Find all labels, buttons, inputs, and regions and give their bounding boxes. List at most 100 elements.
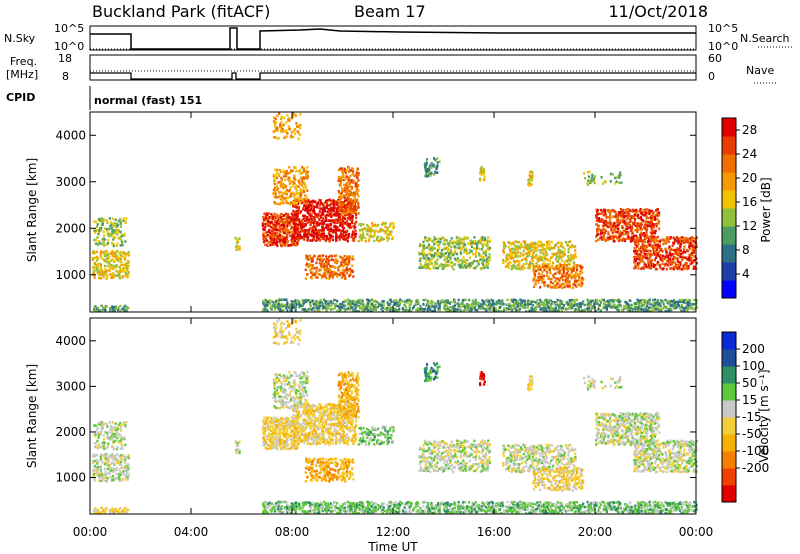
power-cell bbox=[392, 226, 395, 230]
power-cell bbox=[320, 265, 323, 268]
power-cell bbox=[692, 237, 695, 240]
power-cell bbox=[520, 258, 524, 262]
power-cell bbox=[468, 303, 471, 307]
power-cell bbox=[318, 301, 322, 304]
velocity-cell bbox=[95, 432, 98, 436]
power-cell bbox=[297, 169, 300, 173]
power-cell bbox=[655, 267, 658, 271]
power-cell bbox=[619, 211, 622, 214]
power-cell bbox=[647, 266, 650, 269]
power-cell bbox=[285, 305, 289, 308]
power-cell bbox=[675, 239, 678, 243]
power-cell bbox=[100, 226, 103, 230]
power-cell bbox=[301, 171, 304, 175]
power-cell bbox=[339, 201, 342, 204]
power-cell bbox=[293, 174, 296, 177]
power-cell bbox=[112, 267, 115, 271]
velocity-cell bbox=[118, 463, 122, 466]
power-cell bbox=[425, 163, 428, 167]
power-cell bbox=[540, 300, 543, 304]
power-cell bbox=[546, 274, 549, 278]
power-cell bbox=[646, 300, 650, 303]
power-cell bbox=[567, 250, 570, 254]
power-cell bbox=[340, 261, 343, 264]
power-cell bbox=[416, 298, 419, 302]
power-cell bbox=[333, 219, 336, 222]
power-cell bbox=[538, 255, 541, 258]
power-cell bbox=[545, 253, 549, 256]
power-cell bbox=[562, 282, 566, 286]
power-cell bbox=[119, 225, 123, 228]
power-cell bbox=[466, 252, 469, 255]
power-cell bbox=[286, 233, 289, 236]
power-cell bbox=[425, 158, 429, 161]
power-cell bbox=[695, 236, 698, 239]
power-cell bbox=[531, 248, 534, 252]
power-cell bbox=[639, 233, 642, 236]
power-cell bbox=[434, 266, 437, 270]
power-cell bbox=[359, 298, 362, 302]
power-cell bbox=[559, 284, 562, 288]
power-cell bbox=[529, 249, 533, 252]
power-cell bbox=[352, 211, 355, 214]
power-cell bbox=[345, 186, 349, 189]
power-cell bbox=[124, 240, 127, 243]
power-cell bbox=[354, 225, 357, 229]
power-cell bbox=[335, 208, 339, 211]
power-cell bbox=[98, 229, 101, 233]
power-cell bbox=[679, 260, 682, 264]
power-cell bbox=[623, 306, 626, 309]
power-cell bbox=[652, 298, 655, 302]
power-cell bbox=[453, 246, 457, 250]
power-cell bbox=[320, 301, 324, 304]
power-cell bbox=[453, 299, 457, 303]
power-cell bbox=[450, 309, 453, 312]
power-cell bbox=[274, 125, 277, 128]
power-cell bbox=[540, 273, 543, 276]
power-cell bbox=[436, 263, 439, 266]
power-cell bbox=[633, 259, 636, 262]
power-cell bbox=[622, 208, 625, 212]
power-cell bbox=[282, 228, 286, 232]
velocity-cell bbox=[98, 433, 101, 436]
power-cell bbox=[648, 222, 652, 226]
power-cell bbox=[525, 259, 528, 262]
power-cell bbox=[464, 266, 468, 269]
power-cell bbox=[280, 305, 283, 308]
power-cell bbox=[297, 131, 300, 135]
power-cell bbox=[336, 210, 339, 214]
power-cell bbox=[516, 305, 519, 309]
power-cell bbox=[634, 265, 637, 269]
power-cell bbox=[303, 308, 307, 311]
power-cell bbox=[451, 308, 454, 312]
power-cell bbox=[525, 303, 528, 306]
power-cell bbox=[672, 259, 675, 263]
velocity-cell bbox=[124, 476, 127, 480]
power-cell bbox=[645, 256, 649, 260]
power-cell bbox=[334, 203, 337, 206]
power-cell bbox=[531, 242, 534, 246]
power-cell bbox=[290, 231, 293, 234]
power-cell bbox=[612, 306, 615, 309]
velocity-cell bbox=[104, 473, 107, 476]
power-cell bbox=[523, 303, 527, 306]
power-cell bbox=[119, 222, 122, 225]
power-cell bbox=[351, 302, 354, 305]
power-cell bbox=[554, 286, 557, 289]
power-cell bbox=[684, 256, 687, 259]
power-cell bbox=[102, 273, 105, 277]
power-cell bbox=[311, 230, 314, 233]
power-cell bbox=[465, 305, 469, 309]
power-cell bbox=[424, 246, 427, 250]
power-cell bbox=[309, 227, 312, 230]
power-cell bbox=[351, 199, 354, 203]
power-cell bbox=[689, 262, 692, 266]
power-cell bbox=[282, 231, 285, 235]
power-cell bbox=[262, 218, 266, 221]
power-cell bbox=[332, 258, 335, 262]
power-cell bbox=[644, 256, 647, 259]
power-cell bbox=[419, 266, 422, 269]
power-cell bbox=[625, 303, 628, 307]
power-cell bbox=[558, 257, 561, 261]
